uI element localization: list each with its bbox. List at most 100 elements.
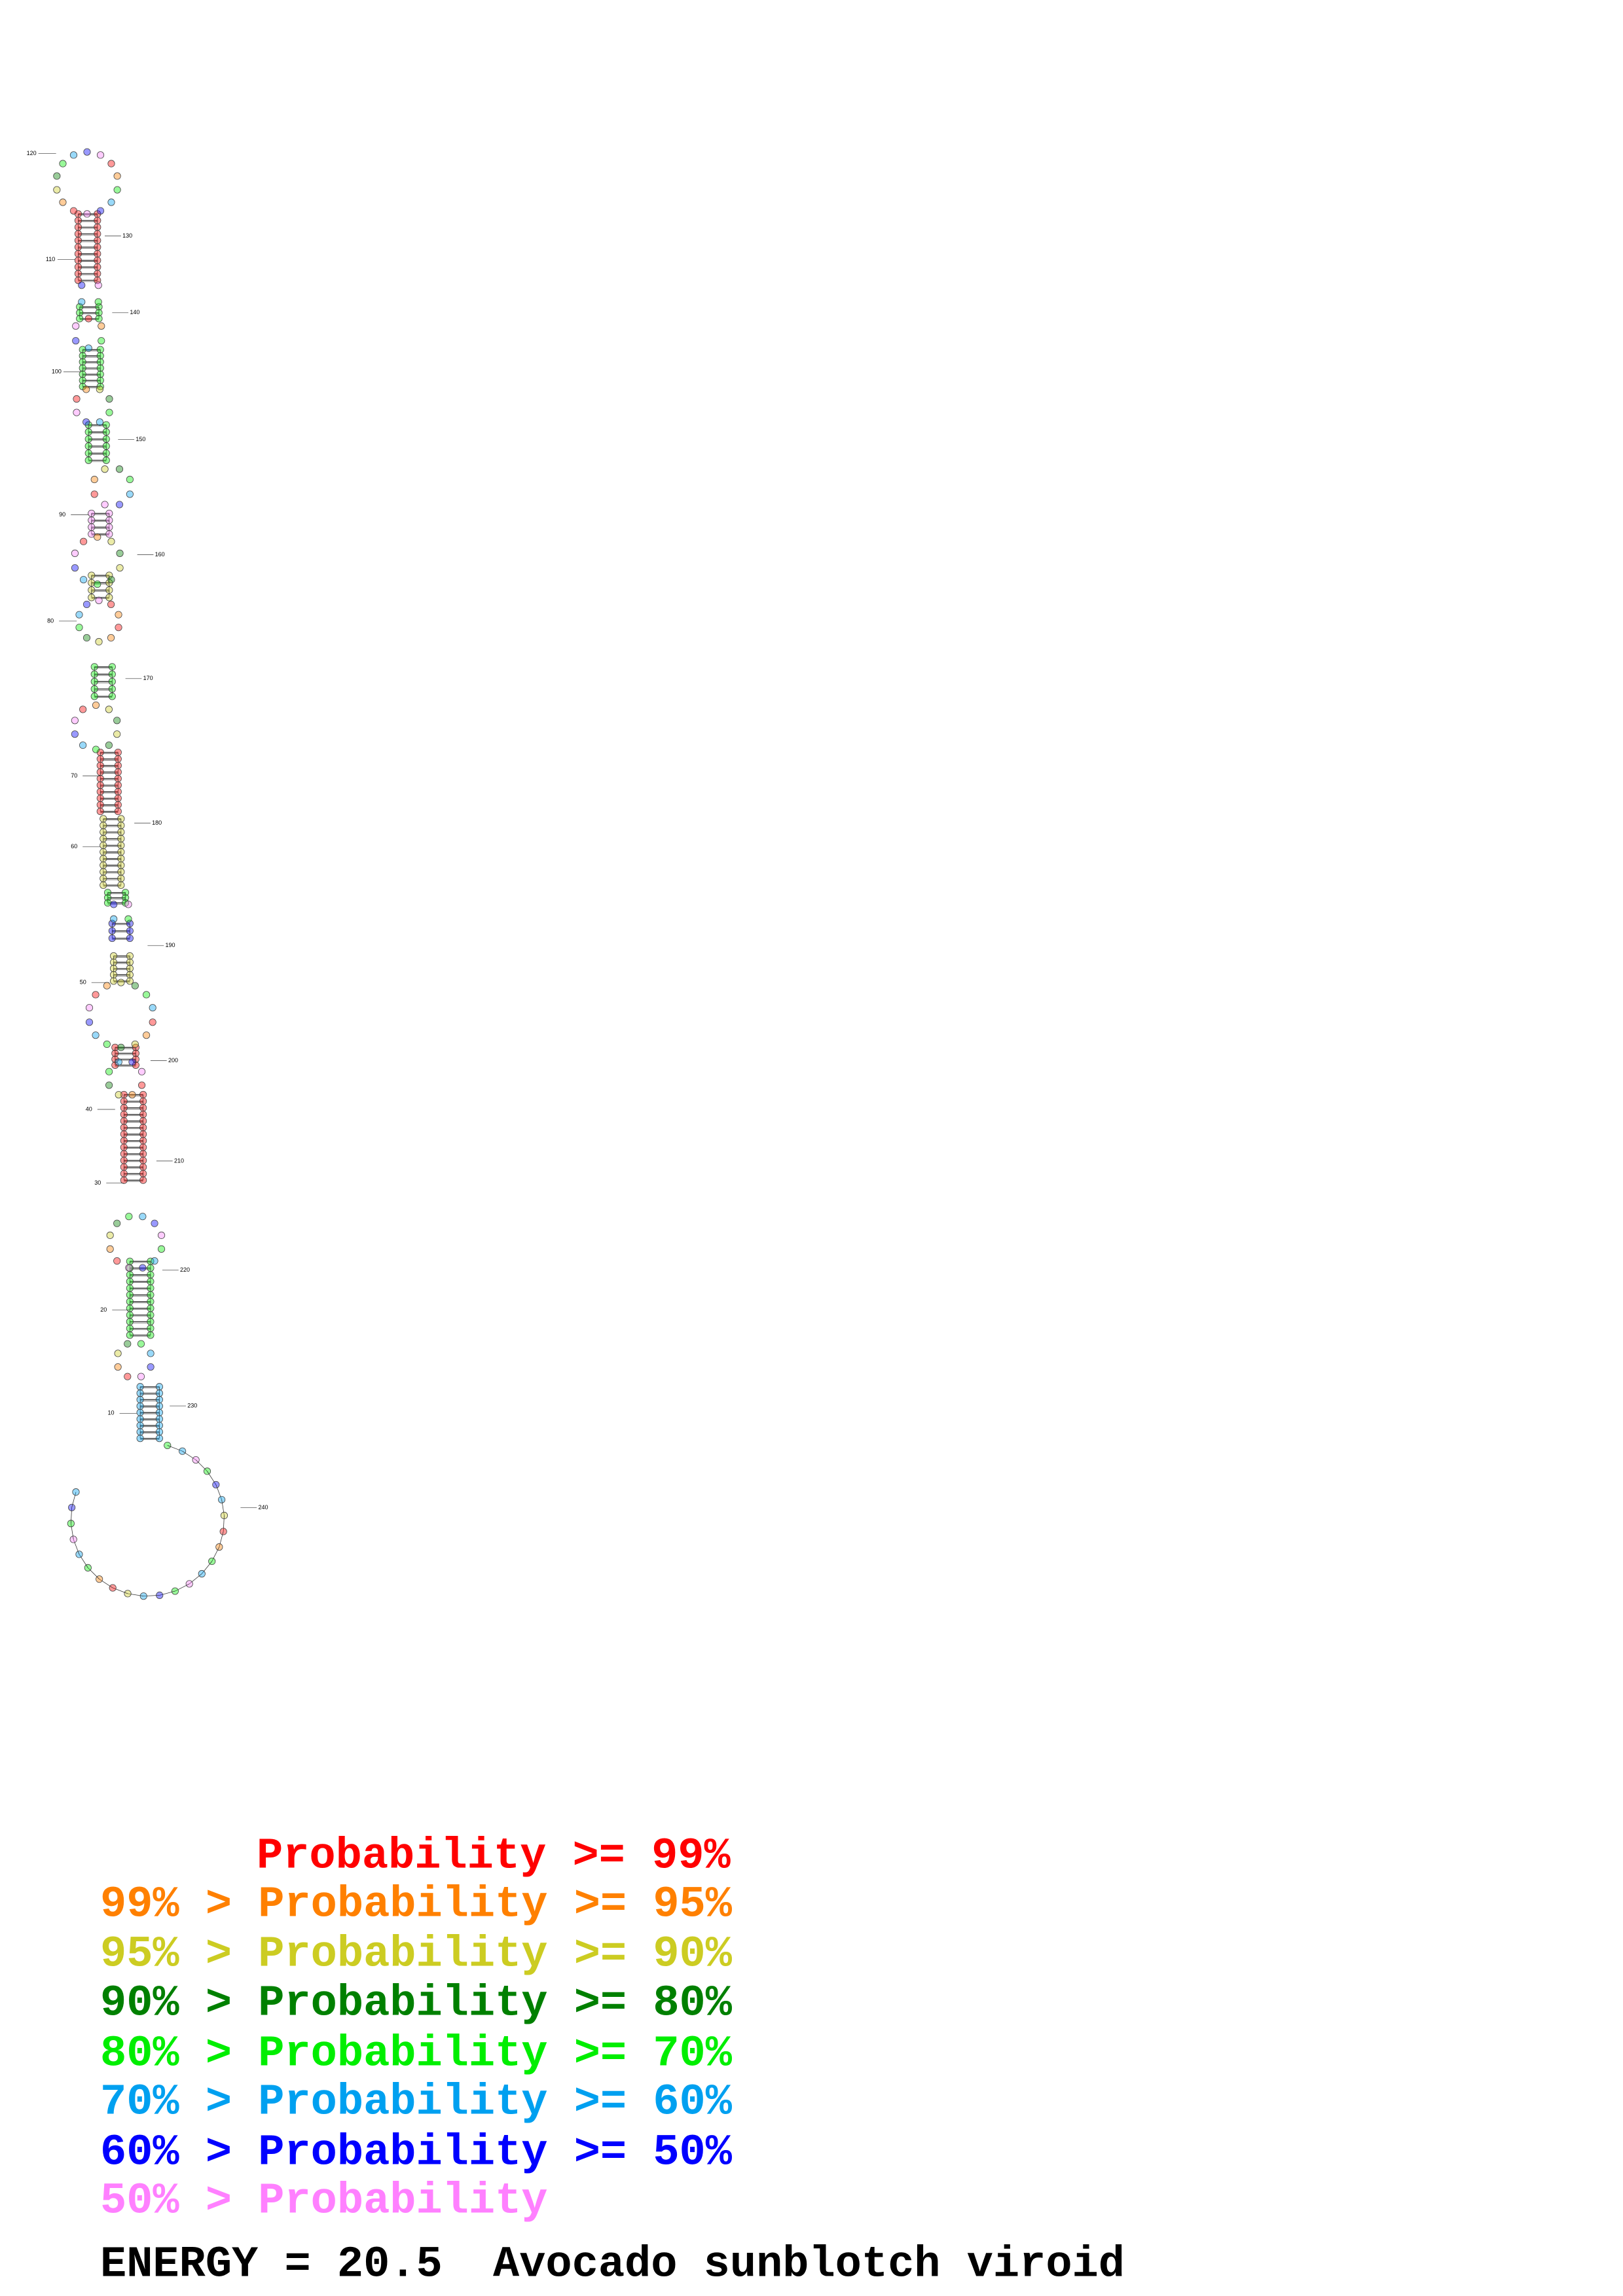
nucleotide: [126, 977, 134, 985]
nucleotide: [106, 1245, 114, 1253]
nucleotide: [94, 581, 101, 588]
bond: [128, 1593, 144, 1597]
nucleotide: [96, 207, 105, 215]
position-label: 50: [80, 979, 86, 986]
nucleotide: [105, 395, 113, 403]
legend-entry: 60% > Probability >= 50%: [100, 2128, 733, 2178]
position-label: 20: [100, 1306, 107, 1313]
position-label: 10: [108, 1410, 115, 1416]
position-label: 210: [174, 1157, 184, 1164]
nucleotide: [105, 530, 113, 538]
bond: [73, 1539, 80, 1554]
nucleotide: [157, 1231, 166, 1239]
nucleotide: [147, 1350, 155, 1357]
nucleotide: [79, 537, 88, 545]
bond: [159, 1590, 175, 1596]
nucleotide: [94, 281, 102, 289]
nucleotide: [108, 934, 116, 942]
nucleotide: [138, 1067, 146, 1075]
bond: [70, 1523, 74, 1540]
nucleotide: [124, 901, 132, 908]
nucleotide: [72, 337, 80, 345]
nucleotide: [83, 148, 91, 156]
position-label: 30: [94, 1179, 101, 1186]
bond: [207, 1471, 217, 1485]
nucleotide: [117, 1043, 125, 1051]
nucleotide: [137, 1372, 145, 1380]
nucleotide: [151, 1257, 158, 1265]
nucleotide: [84, 344, 92, 352]
nucleotide: [69, 151, 78, 159]
nucleotide: [151, 1219, 158, 1227]
nucleotide: [107, 198, 115, 206]
nucleotide: [115, 1091, 122, 1099]
nucleotide: [164, 1441, 172, 1449]
position-label: 140: [130, 309, 139, 315]
legend-entry: 90% > Probability >= 80%: [100, 1979, 733, 2029]
nucleotide: [85, 1018, 94, 1026]
nucleotide: [90, 692, 98, 700]
nucleotide: [78, 298, 86, 306]
nucleotide: [96, 151, 105, 159]
nucleotide: [138, 1081, 146, 1089]
nucleotide: [128, 1058, 136, 1066]
bond: [175, 1583, 190, 1592]
nucleotide: [85, 1004, 94, 1012]
nucleotide: [114, 1350, 122, 1357]
nucleotide: [124, 915, 132, 923]
position-label: 200: [168, 1057, 178, 1064]
position-label: 160: [155, 551, 165, 558]
nucleotide: [90, 490, 98, 498]
position-label: 60: [71, 843, 77, 850]
nucleotide: [110, 901, 118, 908]
nucleotide: [102, 456, 110, 464]
position-label: 150: [136, 436, 145, 442]
nucleotide: [74, 276, 82, 284]
position-label: 80: [47, 617, 54, 624]
nucleotide: [96, 808, 104, 816]
nucleotide: [124, 1372, 132, 1380]
position-label: 90: [59, 511, 65, 518]
bond: [182, 1450, 196, 1460]
bond: [167, 1445, 183, 1452]
position-label: 230: [187, 1402, 197, 1408]
nucleotide: [103, 899, 112, 907]
bond: [189, 1573, 202, 1585]
nucleotide: [78, 281, 86, 289]
nucleotide: [94, 533, 101, 541]
nucleotide: [124, 1340, 132, 1348]
nucleotide: [185, 1580, 193, 1588]
position-label: 220: [180, 1266, 190, 1273]
nucleotide: [82, 634, 91, 642]
nucleotide: [98, 322, 105, 330]
nucleotide: [94, 298, 102, 306]
nucleotide: [79, 706, 87, 713]
nucleotide: [155, 1435, 164, 1443]
nucleotide: [103, 1040, 111, 1049]
molecule-name: Avocado sunblotch viroid: [493, 2240, 1125, 2290]
legend-entry: Probability >= 99%: [257, 1832, 731, 1882]
nucleotide: [149, 1004, 156, 1012]
bond: [215, 1484, 222, 1500]
nucleotide: [71, 549, 79, 557]
nucleotide: [82, 418, 90, 426]
bond: [113, 1587, 128, 1594]
nucleotide: [113, 730, 121, 738]
nucleotide: [143, 991, 151, 999]
nucleotide: [105, 741, 113, 749]
legend-entry: 80% > Probability >= 70%: [100, 2030, 733, 2079]
nucleotide: [115, 611, 122, 619]
legend-entry: 99% > Probability >= 95%: [100, 1880, 733, 1930]
nucleotide: [76, 315, 84, 323]
bond: [71, 1492, 77, 1508]
nucleotide: [114, 1363, 122, 1371]
bond: [201, 1561, 213, 1574]
nucleotide: [109, 977, 118, 985]
position-label: 130: [122, 232, 132, 239]
nucleotide: [203, 1467, 211, 1475]
nucleotide: [108, 692, 116, 700]
nucleotide: [113, 1257, 121, 1265]
nucleotide: [114, 808, 122, 816]
nucleotide: [117, 978, 125, 986]
bond: [195, 1460, 208, 1472]
